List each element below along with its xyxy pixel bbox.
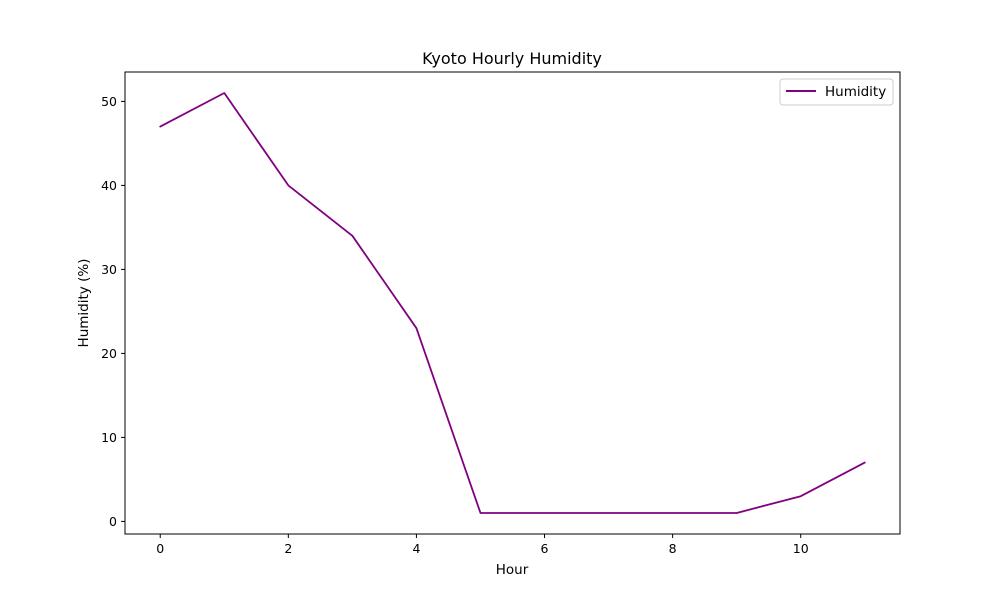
legend: Humidity — [780, 79, 893, 105]
x-axis-label: Hour — [496, 562, 529, 578]
x-tick-label: 0 — [156, 541, 164, 556]
y-tick-label: 20 — [101, 346, 117, 361]
y-tick-label: 10 — [101, 430, 117, 445]
x-tick-label: 8 — [669, 541, 677, 556]
y-tick-label: 40 — [101, 178, 117, 193]
x-tick-label: 6 — [541, 541, 549, 556]
x-tick-label: 4 — [412, 541, 420, 556]
y-tick-label: 30 — [101, 262, 117, 277]
legend-label-humidity: Humidity — [825, 84, 886, 100]
x-tick-label: 2 — [284, 541, 292, 556]
y-tick-label: 0 — [109, 514, 117, 529]
y-axis-label: Humidity (%) — [76, 259, 92, 348]
chart-title: Kyoto Hourly Humidity — [422, 49, 602, 68]
y-tick-label: 50 — [101, 94, 117, 109]
x-tick-label: 10 — [793, 541, 809, 556]
